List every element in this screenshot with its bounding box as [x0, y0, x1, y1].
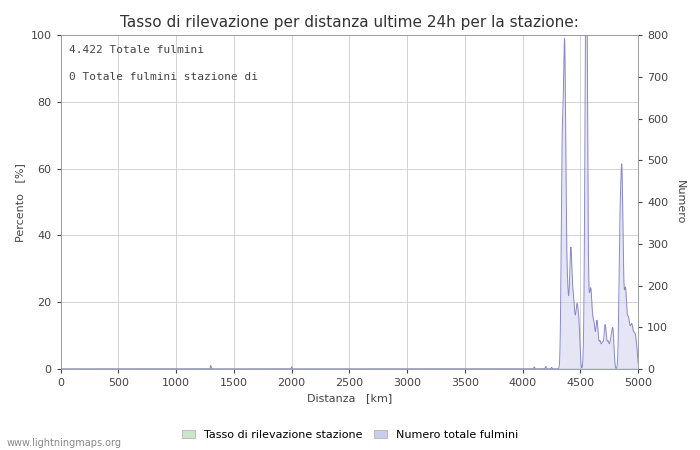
Text: 0 Totale fulmini stazione di: 0 Totale fulmini stazione di	[69, 72, 258, 82]
Y-axis label: Percento   [%]: Percento [%]	[15, 163, 25, 242]
Text: 4.422 Totale fulmini: 4.422 Totale fulmini	[69, 45, 204, 55]
Text: www.lightningmaps.org: www.lightningmaps.org	[7, 438, 122, 448]
Title: Tasso di rilevazione per distanza ultime 24h per la stazione:: Tasso di rilevazione per distanza ultime…	[120, 15, 579, 30]
X-axis label: Distanza   [km]: Distanza [km]	[307, 393, 392, 404]
Legend: Tasso di rilevazione stazione, Numero totale fulmini: Tasso di rilevazione stazione, Numero to…	[177, 425, 523, 445]
Y-axis label: Numero: Numero	[675, 180, 685, 224]
